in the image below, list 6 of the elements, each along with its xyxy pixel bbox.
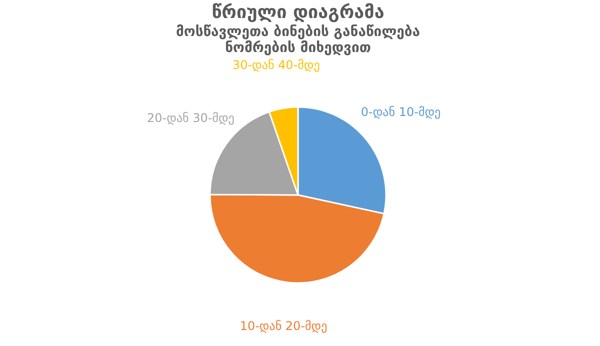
- slice-label: 30-დან 40-მდე: [232, 58, 320, 72]
- slice-label: 10-დან 20-მდე: [240, 319, 328, 334]
- slice-label: 20-დან 30-მდე: [147, 111, 234, 126]
- chart-subtitle: მოსწავლეთა ბინების განაწილება ნომრების მიხედვით: [176, 24, 420, 56]
- slice-label: 0-დან 10-მდე: [360, 105, 441, 120]
- chart-title: წრიული დიაგრამა: [212, 2, 384, 23]
